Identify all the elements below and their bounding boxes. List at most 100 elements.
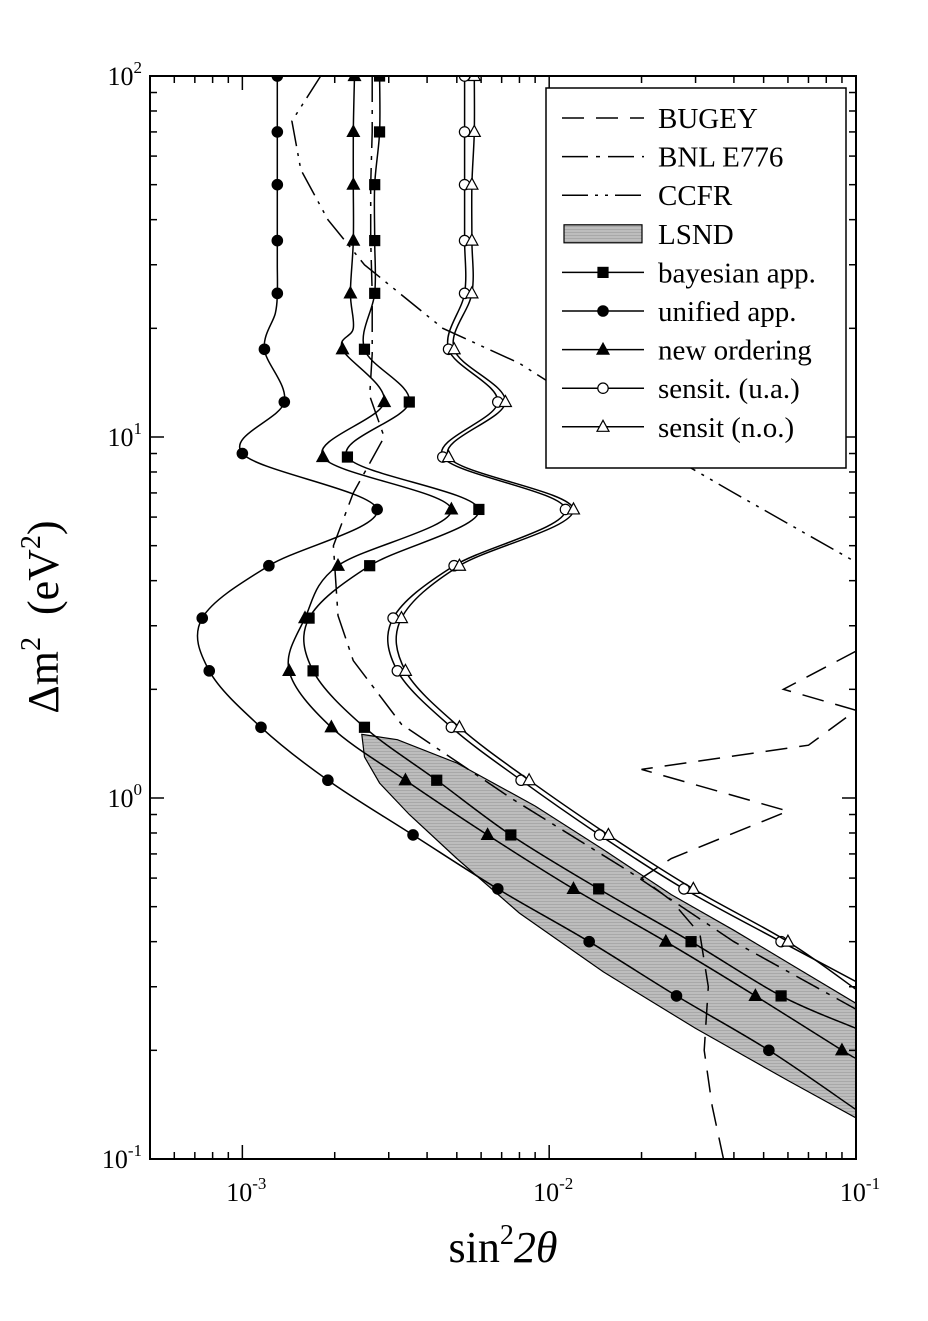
data-point-unified-app <box>196 612 209 624</box>
legend-item-lsnd: LSND <box>563 219 734 251</box>
axis-tick-labels: 10-3 10-2 10-1 10-1 100 101 102 <box>102 58 880 1207</box>
data-point-bayesian-app <box>369 287 381 299</box>
legend-item-sensit-u-a: sensit. (u.a.) <box>562 373 800 405</box>
data-point-sensit-n-o <box>464 285 479 299</box>
legend-marker <box>597 266 609 278</box>
data-point-bayesian-app <box>364 560 376 572</box>
series-bugey <box>640 650 856 1159</box>
data-point-unified-app <box>763 1044 775 1057</box>
data-point-unified-app <box>407 829 419 841</box>
series-bayesian-app <box>303 76 856 1030</box>
data-point-sensit-n-o <box>398 663 413 676</box>
data-point-unified-app <box>203 665 216 677</box>
data-point-new-ordering <box>324 719 339 733</box>
data-point-bayesian-app <box>685 936 697 948</box>
data-point-bayesian-app <box>775 990 787 1002</box>
data-point-bayesian-app <box>307 665 319 677</box>
x-tick-label: 10-3 <box>226 1174 266 1207</box>
data-point-sensit-n-o <box>452 719 467 733</box>
data-point-bayesian-app <box>431 774 443 786</box>
x-axis-label: sin22θ <box>449 1220 558 1272</box>
legend-items: BUGEY BNL E776 CCFR LSND bayesian app. unifie… <box>562 103 816 444</box>
data-point-new-ordering <box>748 988 763 1002</box>
data-point-bayesian-app <box>403 396 415 408</box>
data-point-sensit-n-o <box>467 124 482 138</box>
y-tick-label: 101 <box>108 419 143 452</box>
legend-label: BNL E776 <box>658 142 783 174</box>
axis-ticks <box>149 75 857 1160</box>
data-point-new-ordering <box>331 557 346 571</box>
data-point-unified-app <box>583 935 595 948</box>
data-point-unified-app <box>491 883 504 895</box>
data-point-sensit-n-o <box>601 827 616 841</box>
data-point-bayesian-app <box>358 343 371 355</box>
legend-label: bayesian app. <box>658 257 816 289</box>
data-point-unified-app <box>271 287 284 300</box>
data-point-sensit-n-o <box>522 772 537 786</box>
data-point-unified-app <box>322 774 334 787</box>
data-point-new-ordering <box>282 663 297 676</box>
series-new-ordering <box>282 76 856 1060</box>
data-point-sensit-u-a <box>458 126 471 138</box>
y-axis-label: Δm2(eV2) <box>16 520 68 713</box>
data-point-sensit-n-o <box>686 881 701 895</box>
data-point-bayesian-app <box>369 234 381 247</box>
data-point-sensit-n-o <box>452 557 467 571</box>
legend-swatch <box>563 224 643 244</box>
data-point-bayesian-app <box>373 126 386 138</box>
lsnd-allowed-region <box>361 733 856 1119</box>
x-tick-label: 10-1 <box>840 1174 880 1207</box>
legend-item-ccfr: CCFR <box>562 180 733 212</box>
legend-marker <box>597 382 609 394</box>
data-point-new-ordering <box>347 76 362 82</box>
data-point-new-ordering <box>566 881 581 895</box>
data-point-unified-app <box>670 990 683 1002</box>
legend-label: CCFR <box>658 180 733 212</box>
legend-marker <box>597 305 609 317</box>
legend-item-new-ordering: new ordering <box>562 335 812 367</box>
legend-label: LSND <box>658 219 734 251</box>
data-point-bayesian-app <box>341 451 354 463</box>
data-point-bayesian-app <box>473 503 485 516</box>
data-point-new-ordering <box>658 933 673 947</box>
data-point-new-ordering <box>346 176 361 190</box>
y-tick-label: 102 <box>108 58 143 91</box>
legend-marker <box>595 341 611 355</box>
data-point-new-ordering <box>346 124 361 138</box>
data-point-bayesian-app <box>593 883 605 895</box>
data-point-sensit-n-o <box>780 933 795 947</box>
data-point-unified-app <box>278 396 291 408</box>
series-sensit-n-o <box>394 76 856 991</box>
data-point-sensit-n-o <box>464 232 479 246</box>
series-line-ccfr <box>291 76 856 563</box>
data-point-new-ordering <box>444 501 459 515</box>
series-line-bugey <box>640 650 856 1159</box>
series-line-bnl-e776 <box>332 76 856 1010</box>
legend-item-unified-app: unified app. <box>562 296 797 328</box>
data-point-bayesian-app <box>505 829 517 841</box>
data-point-unified-app <box>371 503 383 516</box>
data-point-new-ordering <box>335 341 350 355</box>
legend-box <box>545 87 847 469</box>
legend-item-bayesian-app: bayesian app. <box>562 257 816 289</box>
data-point-bayesian-app <box>358 721 371 733</box>
data-point-new-ordering <box>346 232 361 246</box>
data-point-bayesian-app <box>369 179 381 191</box>
data-point-unified-app <box>271 126 284 138</box>
data-point-new-ordering <box>315 449 330 463</box>
data-point-sensit-n-o <box>498 394 513 408</box>
plot-frame <box>149 75 857 1160</box>
series-unified-app <box>196 76 856 1111</box>
data-point-new-ordering <box>398 772 413 786</box>
data-point-new-ordering <box>834 1042 849 1056</box>
data-point-unified-app <box>271 234 284 247</box>
legend-marker <box>595 419 611 432</box>
data-point-sensit-n-o <box>394 610 409 624</box>
data-point-bayesian-app <box>373 76 386 82</box>
legend: BUGEY BNL E776 CCFR LSND bayesian app. unifie… <box>545 87 847 469</box>
data-point-new-ordering <box>343 285 358 299</box>
legend-item-bugey: BUGEY <box>562 103 758 135</box>
data-point-sensit-n-o <box>464 176 479 190</box>
legend-label: sensit (n.o.) <box>658 412 794 444</box>
